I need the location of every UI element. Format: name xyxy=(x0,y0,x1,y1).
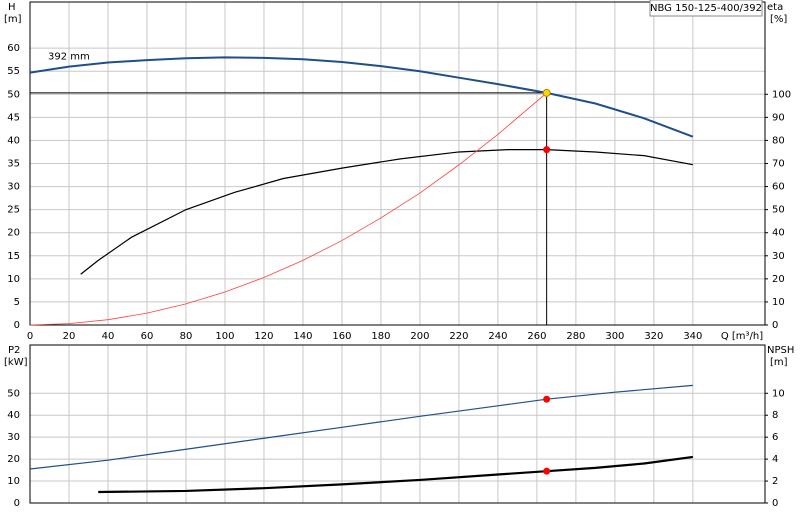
y2-tick-label: 8 xyxy=(772,410,778,421)
curve xyxy=(29,56,694,138)
y-tick-label: 50 xyxy=(7,388,20,399)
y-tick-label: 40 xyxy=(7,410,20,421)
x-tick-label: 300 xyxy=(605,331,624,342)
y2-axis-unit: [m] xyxy=(770,357,788,368)
y2-tick-label: 0 xyxy=(772,320,778,331)
y2-tick-label: 40 xyxy=(772,228,785,239)
y2-tick-label: 4 xyxy=(772,454,778,465)
y-tick-label: 40 xyxy=(7,135,20,146)
y2-axis-unit: [%] xyxy=(770,14,787,25)
duty-point xyxy=(543,395,551,403)
y2-tick-label: 10 xyxy=(772,297,785,308)
title-box xyxy=(649,0,763,17)
y-tick-label: 30 xyxy=(7,182,20,193)
y-tick-label: 20 xyxy=(7,454,20,465)
duty-point xyxy=(542,88,551,97)
y-tick-label: 10 xyxy=(7,274,20,285)
y-tick-label: 30 xyxy=(7,432,20,443)
y2-tick-label: 90 xyxy=(772,112,785,123)
duty-point xyxy=(543,146,551,154)
chart-title: NBG 150-125-400/392 xyxy=(650,3,762,14)
y-axis-label: P2 xyxy=(8,345,20,356)
y2-tick-label: 10 xyxy=(772,388,785,399)
x-tick-label: 220 xyxy=(449,331,468,342)
y2-tick-label: 0 xyxy=(772,498,778,509)
y-tick-label: 15 xyxy=(7,251,20,262)
y-tick-label: 10 xyxy=(7,476,20,487)
x-tick-label: 340 xyxy=(683,331,702,342)
y2-tick-label: 70 xyxy=(772,159,785,170)
y-tick-label: 20 xyxy=(7,228,20,239)
curve xyxy=(98,455,694,494)
x-tick-label: 260 xyxy=(527,331,546,342)
y-tick-label: 0 xyxy=(14,320,20,331)
x-tick-label: 240 xyxy=(488,331,507,342)
y-tick-label: 0 xyxy=(14,498,20,509)
y2-tick-label: 30 xyxy=(772,251,785,262)
x-tick-label: 120 xyxy=(254,331,273,342)
x-tick-label: 320 xyxy=(644,331,663,342)
x-tick-label: 200 xyxy=(410,331,429,342)
y2-tick-label: 50 xyxy=(772,205,785,216)
x-tick-label: 140 xyxy=(293,331,312,342)
curve xyxy=(80,149,693,275)
x-tick-label: 160 xyxy=(332,331,351,342)
x-tick-label: 80 xyxy=(180,331,193,342)
x-tick-label: 280 xyxy=(566,331,585,342)
plot-frame xyxy=(29,1,766,326)
y2-tick-label: 80 xyxy=(772,135,785,146)
y-axis-label: H xyxy=(8,2,16,13)
y-tick-label: 50 xyxy=(7,89,20,100)
y-tick-label: 60 xyxy=(7,43,20,54)
x-tick-label: 20 xyxy=(63,331,76,342)
x-tick-label: 60 xyxy=(141,331,154,342)
x-tick-label: 40 xyxy=(102,331,115,342)
y-axis-unit: [m] xyxy=(4,14,22,25)
x-tick-label: 180 xyxy=(371,331,390,342)
y-axis-unit: [kW] xyxy=(4,357,28,368)
x-tick-label: 0 xyxy=(27,331,33,342)
y-tick-label: 35 xyxy=(7,159,20,170)
plot-frame xyxy=(29,344,766,504)
x-tick-label: 100 xyxy=(215,331,234,342)
y-tick-label: 5 xyxy=(14,297,20,308)
curve xyxy=(29,384,693,470)
y2-tick-label: 20 xyxy=(772,274,785,285)
x-axis-label: Q [m³/h] xyxy=(721,331,763,342)
y2-tick-label: 2 xyxy=(772,476,778,487)
y2-axis-label: NPSH xyxy=(767,345,794,356)
y2-tick-label: 100 xyxy=(772,89,791,100)
duty-point xyxy=(543,467,551,475)
curve-label: 392 mm xyxy=(48,52,90,63)
y2-axis-label: eta xyxy=(767,2,783,13)
y-tick-label: 45 xyxy=(7,112,20,123)
y2-tick-label: 6 xyxy=(772,432,778,443)
y2-tick-label: 60 xyxy=(772,182,785,193)
curve xyxy=(29,92,547,326)
y-tick-label: 55 xyxy=(7,66,20,77)
y-tick-label: 25 xyxy=(7,205,20,216)
